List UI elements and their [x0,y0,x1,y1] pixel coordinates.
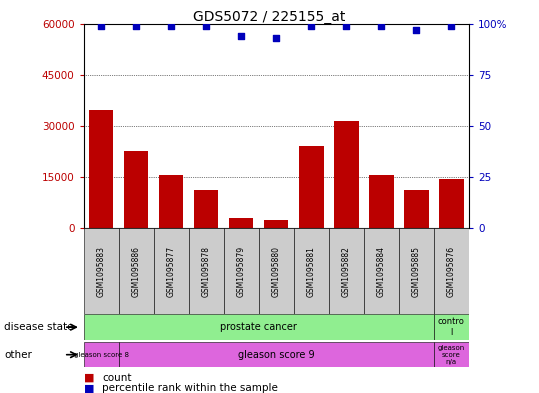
Bar [124,151,148,228]
Point [202,22,211,29]
Bar [194,191,218,228]
Bar [434,342,469,367]
Point [377,22,386,29]
Bar [399,228,434,314]
Bar [159,175,183,228]
Point [167,22,176,29]
Point [307,22,316,29]
Bar [439,178,464,228]
Bar [334,121,358,228]
Point [412,27,421,33]
Bar [154,228,189,314]
Text: count: count [102,373,132,383]
Text: GSM1095879: GSM1095879 [237,246,246,297]
Point [447,22,456,29]
Point [272,35,281,41]
Text: GSM1095881: GSM1095881 [307,246,316,297]
Bar [224,228,259,314]
Bar [84,342,119,367]
Text: contro
l: contro l [438,318,465,337]
Text: GSM1095876: GSM1095876 [447,246,456,297]
Bar [404,191,429,228]
Text: GSM1095884: GSM1095884 [377,246,386,297]
Bar [84,228,119,314]
Bar [364,228,399,314]
Bar [329,228,364,314]
Text: GSM1095877: GSM1095877 [167,246,176,297]
Text: prostate cancer: prostate cancer [220,322,297,332]
Bar [369,175,393,228]
Bar [259,228,294,314]
Bar [229,219,253,228]
Text: other: other [4,350,32,360]
Point [132,22,140,29]
Point [97,22,106,29]
Text: ■: ■ [84,383,94,393]
Text: disease state: disease state [4,322,74,332]
Text: GSM1095883: GSM1095883 [96,246,106,297]
Bar [434,228,469,314]
Bar [299,146,323,228]
Bar [119,228,154,314]
Bar [264,220,288,228]
Text: GDS5072 / 225155_at: GDS5072 / 225155_at [194,10,345,24]
Text: GSM1095882: GSM1095882 [342,246,351,297]
Text: gleason
score
n/a: gleason score n/a [438,345,465,365]
Text: percentile rank within the sample: percentile rank within the sample [102,383,278,393]
Text: GSM1095880: GSM1095880 [272,246,281,297]
Bar [294,228,329,314]
Text: gleason score 9: gleason score 9 [238,350,315,360]
Text: ■: ■ [84,373,94,383]
Bar [89,110,113,228]
Bar [434,314,469,340]
Text: GSM1095886: GSM1095886 [132,246,141,297]
Text: GSM1095885: GSM1095885 [412,246,421,297]
Bar [119,342,434,367]
Text: GSM1095878: GSM1095878 [202,246,211,297]
Point [342,22,351,29]
Text: gleason score 8: gleason score 8 [73,352,129,358]
Point [237,33,246,39]
Bar [189,228,224,314]
